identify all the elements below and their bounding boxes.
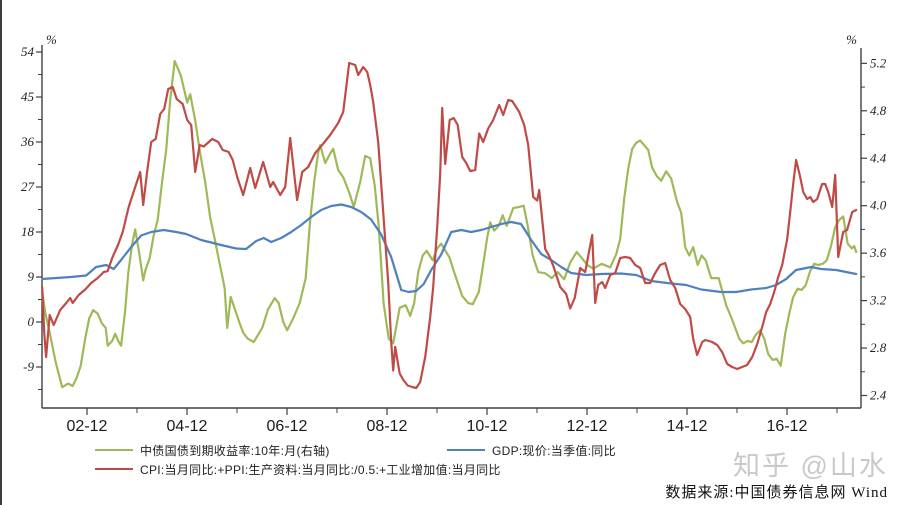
y-left-tick-label: -9 [23,359,34,374]
y-left-tick-label: 0 [28,314,35,329]
y-right-tick-label: 4.8 [870,103,887,118]
series-line-bond-yield [41,59,858,389]
y-left-unit-label: % [46,32,57,47]
y-right-tick-label: 3.2 [869,293,887,308]
data-source-note: 数据来源:中国债券信息网 Wind [665,485,888,501]
legend-label: 中债国债到期收益率:10年:月(右轴) [140,443,330,458]
y-left-tick-label: 9 [28,269,35,284]
y-right-tick-label: 4.0 [870,198,887,213]
y-left-tick-label: 18 [21,224,35,239]
y-left-tick-label: 45 [21,89,35,104]
x-tick-label: 16-12 [767,418,808,435]
x-tick-label: 14-12 [667,418,708,435]
legend-item-gdp: GDP:现价:当季值:同比 [447,443,616,458]
y-left-tick-label: 54 [21,44,35,59]
y-right-tick-label: 4.4 [870,150,887,165]
legend-item-cpi-ppi-composite: CPI:当月同比:+PPI:生产资料:当月同比:/0.5:+工业增加值:当月同比 [95,462,501,477]
y-right-tick-label: 3.6 [869,245,887,260]
series-line-cpi-ppi-composite [41,61,858,390]
y-right-tick-label: 2.8 [870,340,887,355]
zhihu-watermark: 知乎 @山水 [733,451,888,481]
x-tick-label: 12-12 [567,418,608,435]
x-tick-label: 02-12 [67,418,108,435]
legend-swatch-red-line [95,468,133,470]
legend-swatch-blue-line [447,449,485,451]
legend-label: GDP:现价:当季值:同比 [492,443,616,458]
y-left-tick-label: 36 [20,134,35,149]
series-line-gdp [41,203,858,294]
y-right-tick-label: 5.2 [870,55,887,70]
y-left-tick-label: 27 [21,179,35,194]
frame-left-border [0,0,2,505]
x-tick-label: 06-12 [267,418,308,435]
legend-item-bond-yield: 中债国债到期收益率:10年:月(右轴) [95,443,330,458]
legend-label: CPI:当月同比:+PPI:生产资料:当月同比:/0.5:+工业增加值:当月同比 [140,462,501,477]
y-right-unit-label: % [846,32,857,47]
x-tick-label: 10-12 [467,418,508,435]
x-tick-label: 04-12 [167,418,208,435]
legend-swatch-green-line [95,449,133,451]
y-right-tick-label: 2.4 [870,388,887,403]
x-tick-label: 08-12 [367,418,408,435]
